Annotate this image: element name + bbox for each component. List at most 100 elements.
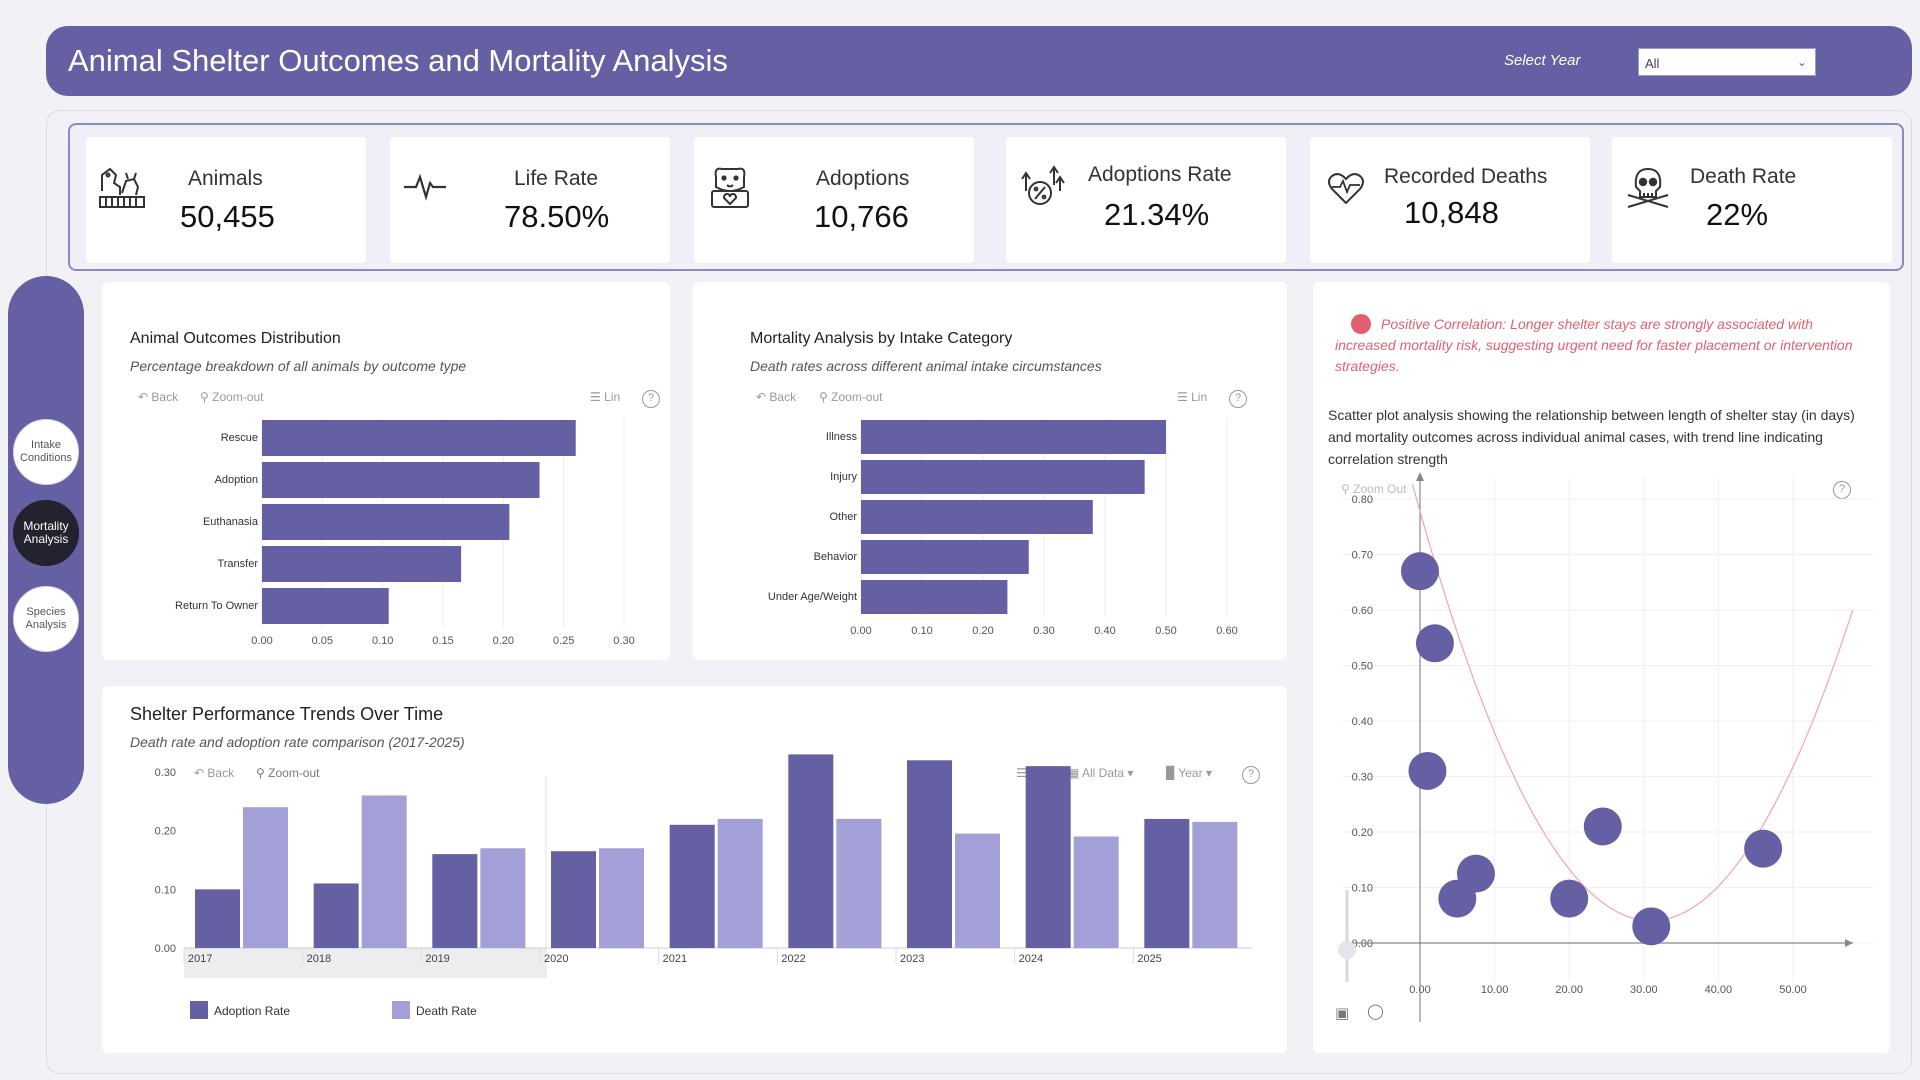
zoom-out-button[interactable]: ⚲ Zoom-out — [819, 390, 883, 404]
scatter-point — [1632, 907, 1671, 946]
percent-up-icon — [1021, 165, 1065, 205]
bar — [861, 420, 1166, 454]
kpi-label: Adoptions — [816, 167, 910, 190]
y-tick-label: 0.10 — [155, 884, 176, 896]
bar — [551, 851, 596, 948]
list-icon: ☰ — [1177, 390, 1188, 404]
help-icon[interactable]: ? — [1242, 766, 1260, 784]
nav-mortality-analysis[interactable]: Mortality Analysis — [13, 500, 79, 566]
kpi-value: 10,766 — [814, 199, 909, 234]
outcomes-panel: Animal Outcomes Distribution Percentage … — [102, 282, 670, 660]
back-label: Back — [151, 390, 179, 404]
zoom-icon: ⚲ — [819, 390, 828, 404]
kpi-card-animals: Animals 50,455 — [86, 137, 366, 263]
scatter-panel: Positive Correlation: Longer shelter sta… — [1313, 282, 1890, 1053]
caret-down-icon: ▾ — [1127, 766, 1134, 780]
bar — [1192, 821, 1238, 948]
x-tick-label: 2019 — [425, 953, 449, 965]
back-button[interactable]: ↶ Back — [194, 766, 234, 780]
x-tick-label: 0.00 — [850, 625, 871, 637]
kpi-value: 21.34% — [1104, 197, 1210, 232]
x-tick-label: 2020 — [544, 953, 568, 965]
mortality-title: Mortality Analysis by Intake Category — [750, 330, 1013, 347]
x-axis-arrow — [1845, 939, 1853, 947]
x-tick-label: 2021 — [663, 953, 687, 965]
y-tick-label: 0.00 — [155, 943, 176, 955]
mortality-subtitle: Death rates across different animal inta… — [750, 358, 1102, 374]
bar — [262, 420, 576, 456]
year-filter-label: Select Year — [1504, 52, 1581, 69]
x-tick-label: 2018 — [307, 953, 331, 965]
y-axis-arrow — [1416, 472, 1424, 481]
scale-toggle[interactable]: ☰ Lin — [590, 390, 620, 404]
x-tick-label: 0.50 — [1155, 625, 1176, 637]
scatter-description: Scatter plot analysis showing the relati… — [1328, 407, 1855, 467]
year-label: Year — [1178, 766, 1203, 780]
zoom-out-label: Zoom-out — [212, 390, 264, 404]
calendar-icon: ▦ — [1068, 766, 1080, 780]
back-label: Back — [207, 766, 235, 780]
zoom-out-button[interactable]: ⚲ Zoom Out — [1341, 482, 1407, 496]
all-data-dropdown[interactable]: ▦ All Data ▾ — [1068, 766, 1133, 780]
mortality-panel: Mortality Analysis by Intake Category De… — [693, 282, 1287, 660]
trend-line — [1411, 484, 1854, 922]
x-tick-label: 0.00 — [251, 635, 272, 647]
zoom-out-button[interactable]: ⚲ Zoom-out — [200, 390, 264, 404]
back-icon: ↶ — [756, 390, 767, 404]
zoom-out-button[interactable]: ⚲ Zoom-out — [256, 766, 320, 780]
zoom-icon: ⚲ — [200, 390, 209, 404]
header-bar: Animal Shelter Outcomes and Mortality An… — [46, 26, 1912, 96]
x-tick-label: 0.05 — [312, 635, 333, 647]
scatter-chart: 0.00 10.00 20.00 30.00 40.00 50.000.000.100.2… — [1338, 472, 1873, 1022]
y-tick-label: 0.40 — [1352, 716, 1373, 728]
x-tick-label: 0.20 — [493, 635, 514, 647]
bar — [717, 818, 763, 948]
scatter-point — [1744, 829, 1783, 868]
x-tick-label: 30.00 — [1630, 984, 1658, 996]
bar-chart-icon: ▉ — [1166, 766, 1176, 780]
category-label: Behavior — [814, 551, 858, 563]
chevron-down-icon: ⌄ — [1796, 55, 1807, 69]
bar — [262, 588, 389, 624]
legend-swatch — [392, 1001, 410, 1019]
category-label: Illness — [826, 431, 858, 443]
bar — [788, 754, 834, 948]
outcomes-chart: 0.00 0.05 0.10 0.15 0.20 0.25 0.30 Rescue Adopti… — [175, 418, 635, 647]
year-dropdown[interactable]: ▉ Year ▾ — [1166, 766, 1212, 780]
kpi-strip: Animals 50,455 Life Rate 78.50% Adoption… — [68, 123, 1904, 271]
x-tick-label: 0.25 — [553, 635, 574, 647]
outcomes-title: Animal Outcomes Distribution — [130, 330, 341, 347]
y-tick-label: 0.30 — [1352, 772, 1373, 784]
help-icon[interactable]: ? — [1229, 390, 1247, 408]
back-button[interactable]: ↶ Back — [138, 390, 178, 404]
kpi-card-adoptions: Adoptions 10,766 — [694, 137, 974, 263]
kpi-label: Adoptions Rate — [1088, 163, 1232, 186]
nav-intake-conditions[interactable]: Intake Conditions — [13, 419, 79, 485]
back-icon: ↶ — [138, 390, 149, 404]
y-tick-label: 0.20 — [1352, 827, 1373, 839]
bar — [195, 889, 240, 948]
category-label: Injury — [830, 471, 857, 483]
camera-icon[interactable]: ▣ — [1335, 1005, 1350, 1022]
scale-toggle[interactable]: ☰ Lin — [1177, 390, 1207, 404]
bar — [861, 540, 1029, 574]
nav-species-analysis[interactable]: Species Analysis — [13, 586, 79, 652]
lasso-icon[interactable]: ◯ — [1367, 1003, 1384, 1020]
sidebar-nav: Intake Conditions Mortality Analysis Spe… — [8, 276, 84, 804]
scatter-point — [1456, 854, 1495, 893]
zoom-out-label: Zoom Out — [1353, 482, 1407, 496]
back-button[interactable]: ↶ Back — [756, 390, 796, 404]
year-select[interactable]: All ⌄ — [1638, 48, 1816, 76]
bar — [1025, 766, 1071, 948]
list-icon: ☰ — [590, 390, 601, 404]
kpi-value: 10,848 — [1404, 195, 1499, 230]
caret-down-icon: ▾ — [1205, 766, 1212, 780]
x-tick-label: 2023 — [900, 953, 924, 965]
help-icon[interactable]: ? — [642, 390, 660, 408]
bar — [1073, 836, 1119, 948]
x-tick-label: 2024 — [1019, 953, 1043, 965]
x-tick-label: 0.15 — [432, 635, 453, 647]
category-label: Euthanasia — [203, 516, 259, 528]
legend-swatch — [190, 1001, 208, 1019]
x-tick-label: 2025 — [1137, 953, 1161, 965]
